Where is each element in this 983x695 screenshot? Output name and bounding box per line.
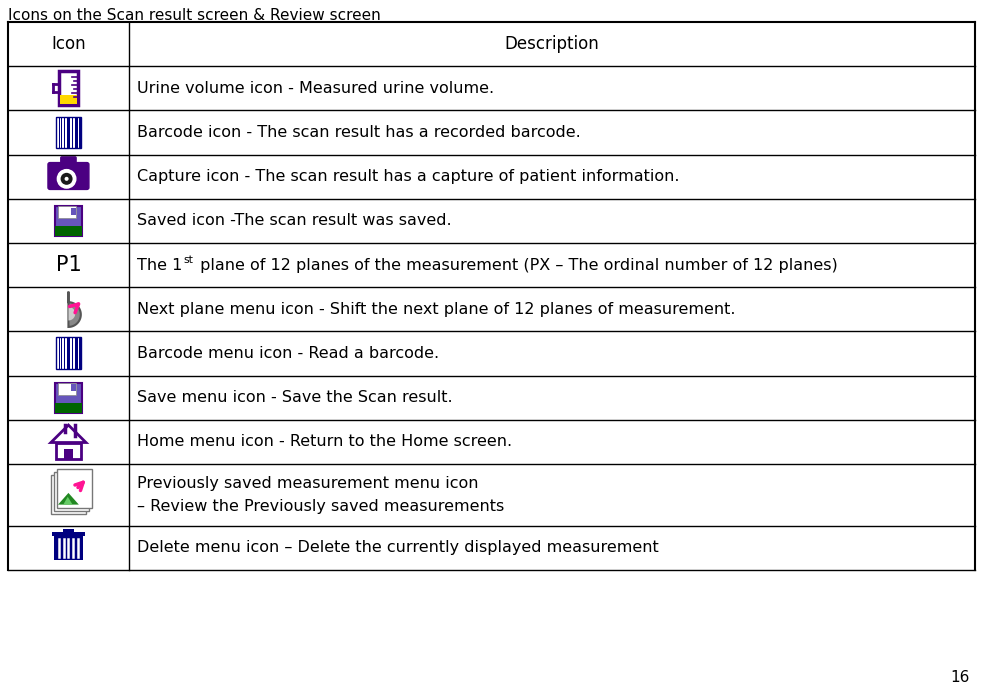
Bar [56,443,82,459]
Bar [69,117,70,149]
FancyBboxPatch shape [63,529,74,532]
Bar [58,206,77,218]
Bar [56,117,57,149]
Text: Urine volume icon - Measured urine volume.: Urine volume icon - Measured urine volum… [137,81,494,96]
Bar [67,117,68,149]
Polygon shape [69,297,76,320]
Bar [56,117,81,149]
Bar [67,338,68,370]
Polygon shape [63,497,73,505]
Text: Delete menu icon – Delete the currently displayed measurement: Delete menu icon – Delete the currently … [137,541,659,555]
Text: P1: P1 [56,255,82,275]
Bar [61,338,62,370]
FancyBboxPatch shape [48,163,88,190]
Bar [64,448,73,459]
Text: Description: Description [504,35,600,53]
Circle shape [60,172,74,186]
Bar [75,117,76,149]
Polygon shape [51,425,86,443]
Polygon shape [69,292,81,327]
Text: The 1: The 1 [137,258,182,272]
Bar [72,338,73,370]
Bar [71,384,76,391]
FancyBboxPatch shape [54,473,88,512]
Text: – Review the Previously saved measurements: – Review the Previously saved measuremen… [137,498,504,514]
Bar [55,382,82,413]
Bar [54,536,83,560]
Bar [83,174,87,186]
Text: Icon: Icon [51,35,86,53]
Bar [77,338,78,370]
Text: st: st [184,255,194,265]
Circle shape [57,170,76,188]
Bar [75,338,76,370]
Bar [80,117,81,149]
Bar [71,208,76,215]
Bar [56,338,81,370]
FancyBboxPatch shape [61,157,76,167]
Bar [59,338,60,370]
Text: plane of 12 planes of the measurement (PX – The ordinal number of 12 planes): plane of 12 planes of the measurement (P… [195,258,838,272]
Bar [59,117,60,149]
Text: Barcode icon - The scan result has a recorded barcode.: Barcode icon - The scan result has a rec… [137,125,581,140]
Bar [55,227,82,236]
Bar [55,206,82,236]
Bar [60,95,77,104]
Text: Saved icon -The scan result was saved.: Saved icon -The scan result was saved. [137,213,451,229]
Bar [56,338,57,370]
Bar [58,382,77,395]
Bar [61,117,62,149]
Bar [64,117,65,149]
Text: Home menu icon - Return to the Home screen.: Home menu icon - Return to the Home scre… [137,434,512,450]
Bar [69,338,70,370]
Bar [72,117,73,149]
Polygon shape [58,493,79,505]
Bar [80,338,81,370]
Bar [55,403,82,413]
Text: Capture icon - The scan result has a capture of patient information.: Capture icon - The scan result has a cap… [137,169,679,184]
Text: Icons on the Scan result screen & Review screen: Icons on the Scan result screen & Review… [8,8,380,23]
Text: Barcode menu icon - Read a barcode.: Barcode menu icon - Read a barcode. [137,346,439,361]
FancyBboxPatch shape [57,469,91,508]
Bar [59,72,78,105]
FancyBboxPatch shape [51,475,86,514]
Bar [77,117,78,149]
Bar [56,338,81,370]
Bar [56,117,81,149]
Text: Next plane menu icon - Shift the next plane of 12 planes of measurement.: Next plane menu icon - Shift the next pl… [137,302,735,317]
Text: Save menu icon - Save the Scan result.: Save menu icon - Save the Scan result. [137,390,452,405]
Text: 16: 16 [951,670,970,685]
Circle shape [65,177,69,181]
Bar [64,338,65,370]
Text: Previously saved measurement menu icon: Previously saved measurement menu icon [137,476,479,491]
Bar [52,532,86,536]
